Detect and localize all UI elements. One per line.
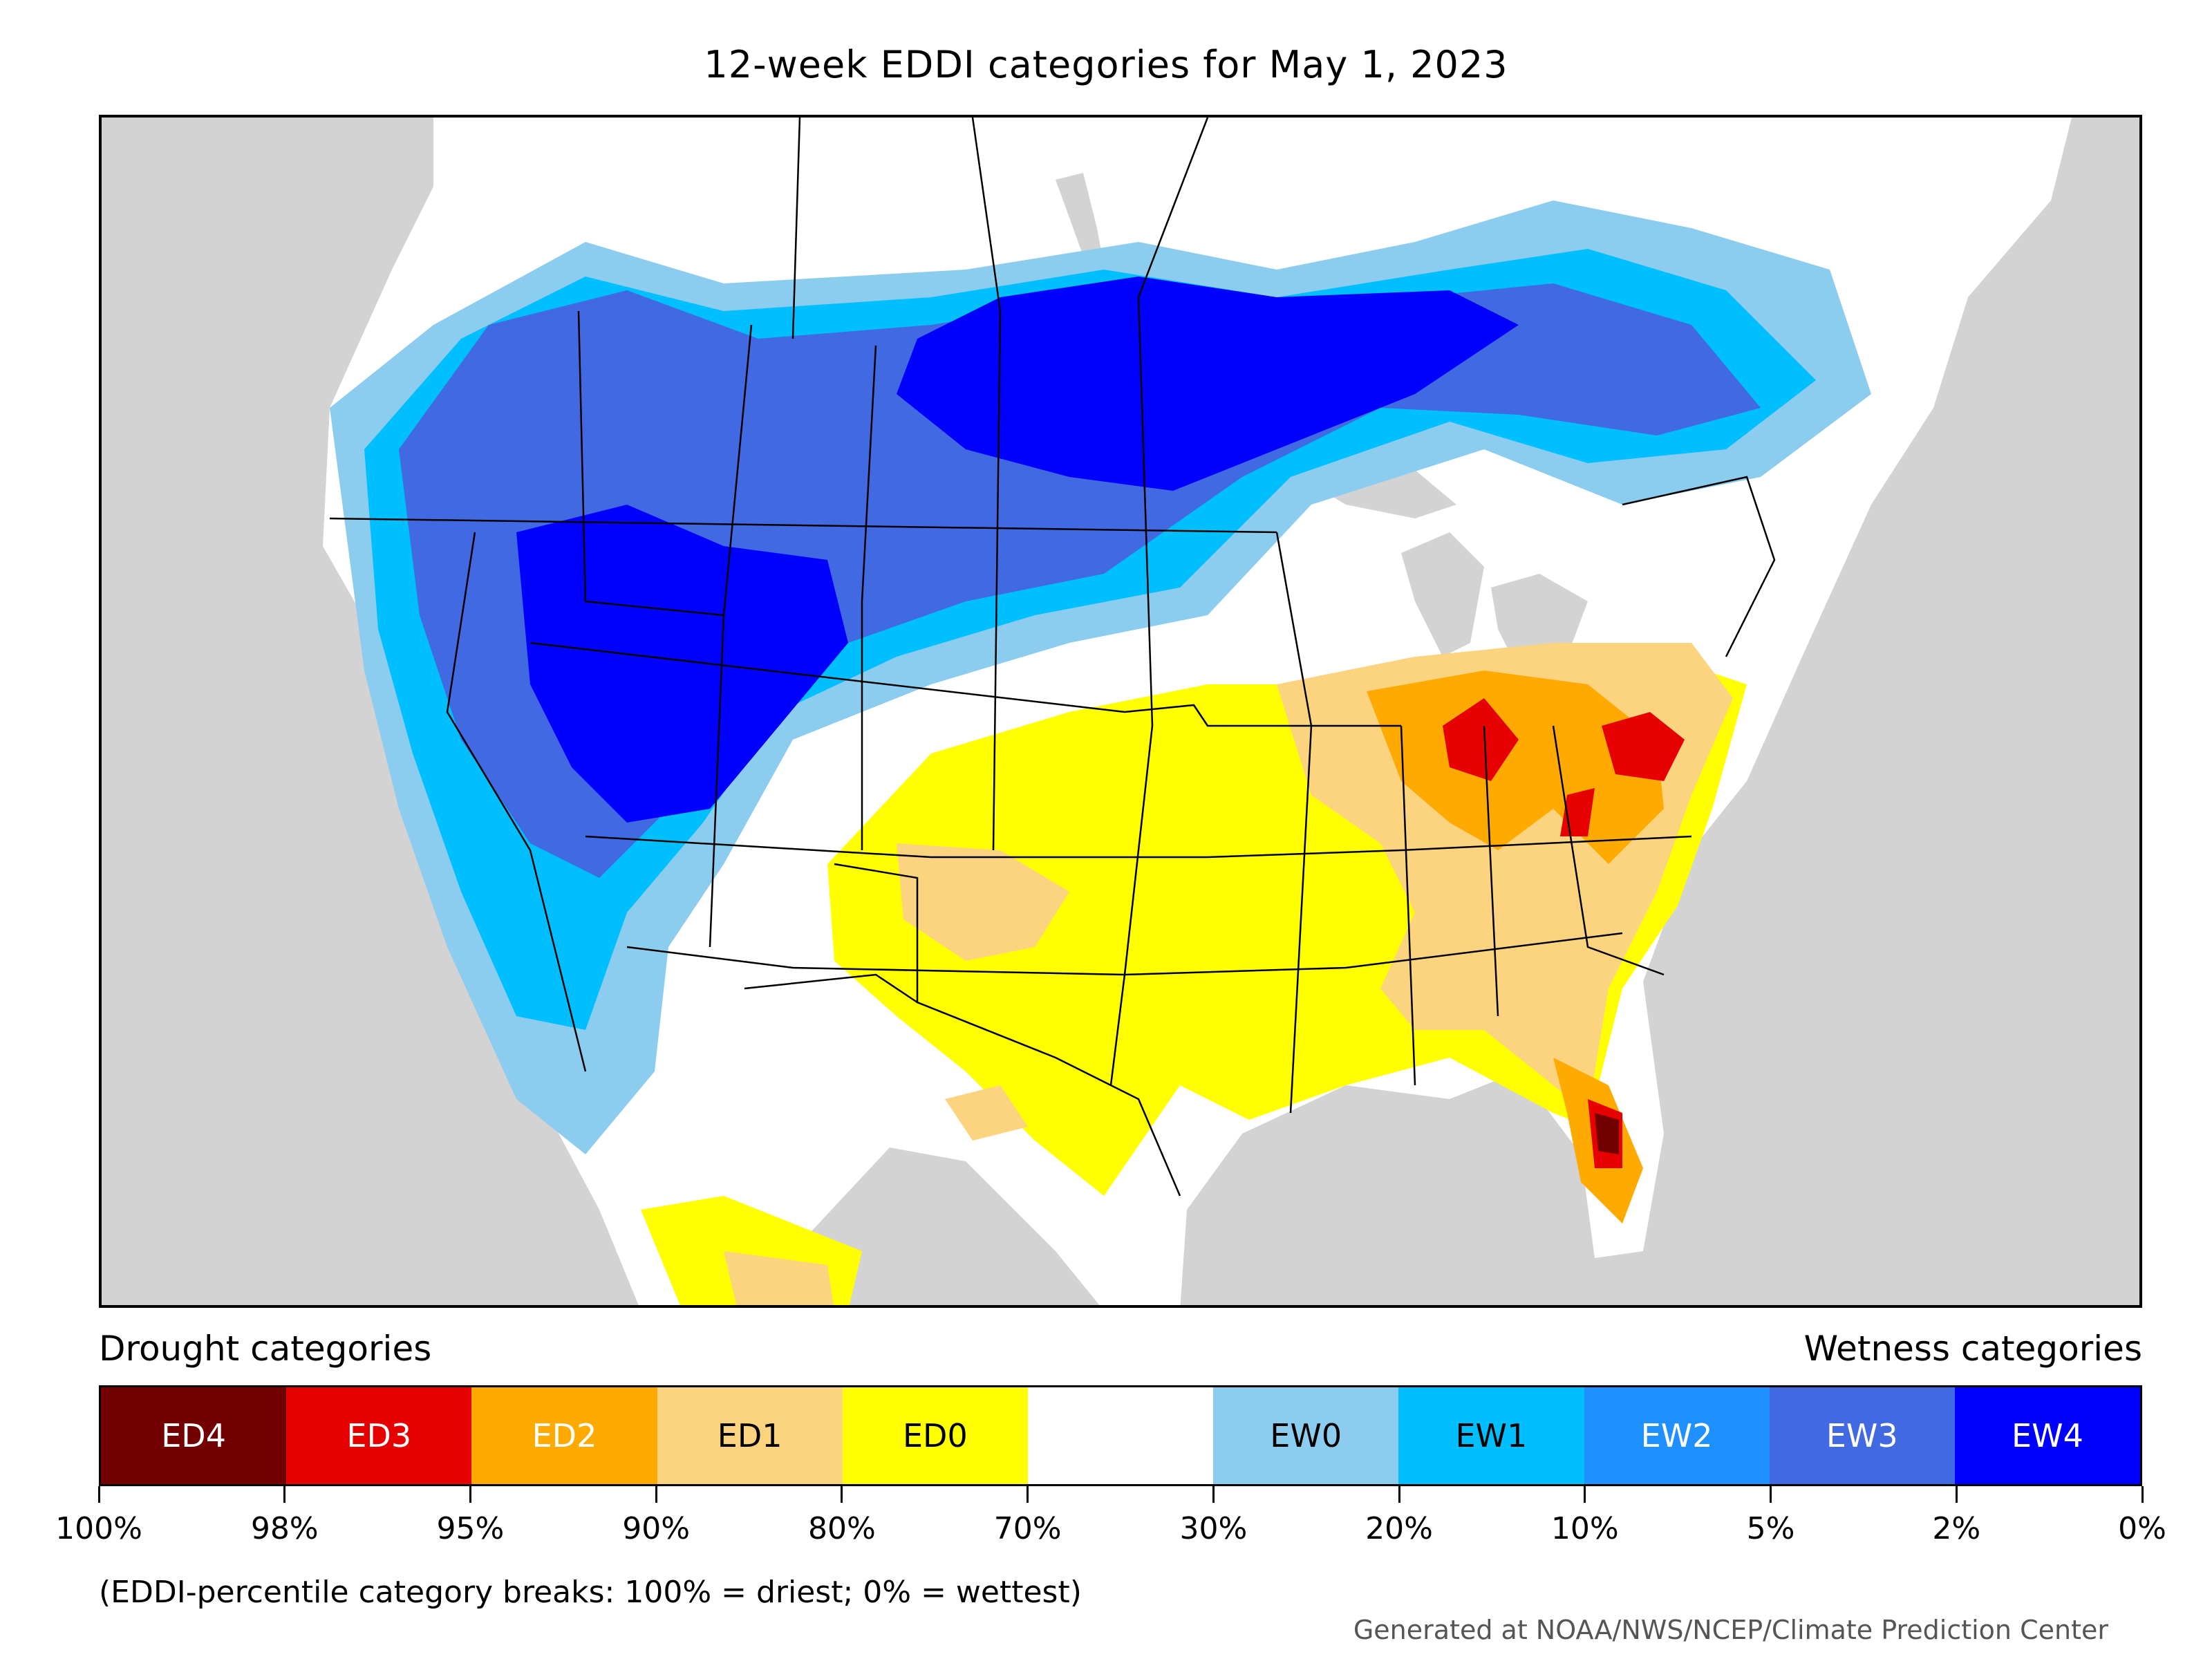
- colorbar-tick: [469, 1486, 471, 1503]
- map-title: 12-week EDDI categories for May 1, 2023: [704, 43, 1508, 86]
- eddi-map: [99, 115, 2142, 1308]
- colorbar-cell-ed2: ED2: [471, 1387, 657, 1484]
- colorbar-tick: [1955, 1486, 1958, 1503]
- colorbar-tick-label: 100%: [55, 1511, 142, 1546]
- colorbar-tick-label: 30%: [1179, 1511, 1248, 1546]
- category-colorbar: ED4 ED3 ED2 ED1 ED0 EW0 EW1 EW2 EW3 EW4: [99, 1385, 2142, 1486]
- wetness-categories-heading: Wetness categories: [1803, 1329, 2142, 1369]
- drought-categories-heading: Drought categories: [99, 1329, 432, 1369]
- colorbar-tick: [1398, 1486, 1400, 1503]
- colorbar-cell-ed1: ED1: [657, 1387, 843, 1484]
- category-breaks-note: (EDDI-percentile category breaks: 100% =…: [99, 1575, 1082, 1610]
- colorbar-tick: [841, 1486, 843, 1503]
- colorbar-tick: [1584, 1486, 1586, 1503]
- colorbar-tick-label: 80%: [808, 1511, 876, 1546]
- colorbar-tick: [655, 1486, 657, 1503]
- colorbar-tick-label: 5%: [1746, 1511, 1795, 1546]
- colorbar-tick: [1770, 1486, 1772, 1503]
- colorbar-tick-label: 95%: [436, 1511, 505, 1546]
- colorbar-cell-ew3: EW3: [1769, 1387, 1955, 1484]
- colorbar-cell-ew0: EW0: [1213, 1387, 1399, 1484]
- colorbar-cell-ed0: ED0: [842, 1387, 1028, 1484]
- colorbar-ticks: [97, 1486, 2144, 1507]
- colorbar-tick-label: 2%: [1932, 1511, 1981, 1546]
- credit-line: Generated at NOAA/NWS/NCEP/Climate Predi…: [1353, 1615, 2108, 1645]
- colorbar-tick-label: 10%: [1550, 1511, 1619, 1546]
- eddi-map-canvas: [323, 118, 2072, 1305]
- colorbar-cell-ew2: EW2: [1584, 1387, 1770, 1484]
- great-lakes: [1277, 442, 1691, 712]
- state-boundaries: [329, 118, 1776, 1197]
- colorbar-tick-label: 98%: [250, 1511, 319, 1546]
- colorbar-tick: [283, 1486, 286, 1503]
- colorbar-cell-ew1: EW1: [1398, 1387, 1584, 1484]
- colorbar-tick: [97, 1486, 100, 1503]
- colorbar-tick: [2141, 1486, 2144, 1503]
- colorbar-cell-ed3: ED3: [286, 1387, 472, 1484]
- dry-region-ed4: [1595, 1113, 1619, 1154]
- colorbar-tick-label: 70%: [993, 1511, 1062, 1546]
- dry-region-ed3: [1443, 698, 1685, 1168]
- colorbar-tick: [1212, 1486, 1215, 1503]
- colorbar-cell-neutral: [1027, 1387, 1214, 1484]
- colorbar-cell-ed4: ED4: [101, 1387, 287, 1484]
- colorbar-tick-label: 90%: [622, 1511, 691, 1546]
- colorbar-tick: [1027, 1486, 1029, 1503]
- colorbar-tick-label: 20%: [1365, 1511, 1433, 1546]
- colorbar-cell-ew4: EW4: [1954, 1387, 2141, 1484]
- wet-region-ew4: [516, 276, 1519, 823]
- colorbar-tick-label: 0%: [2118, 1511, 2166, 1546]
